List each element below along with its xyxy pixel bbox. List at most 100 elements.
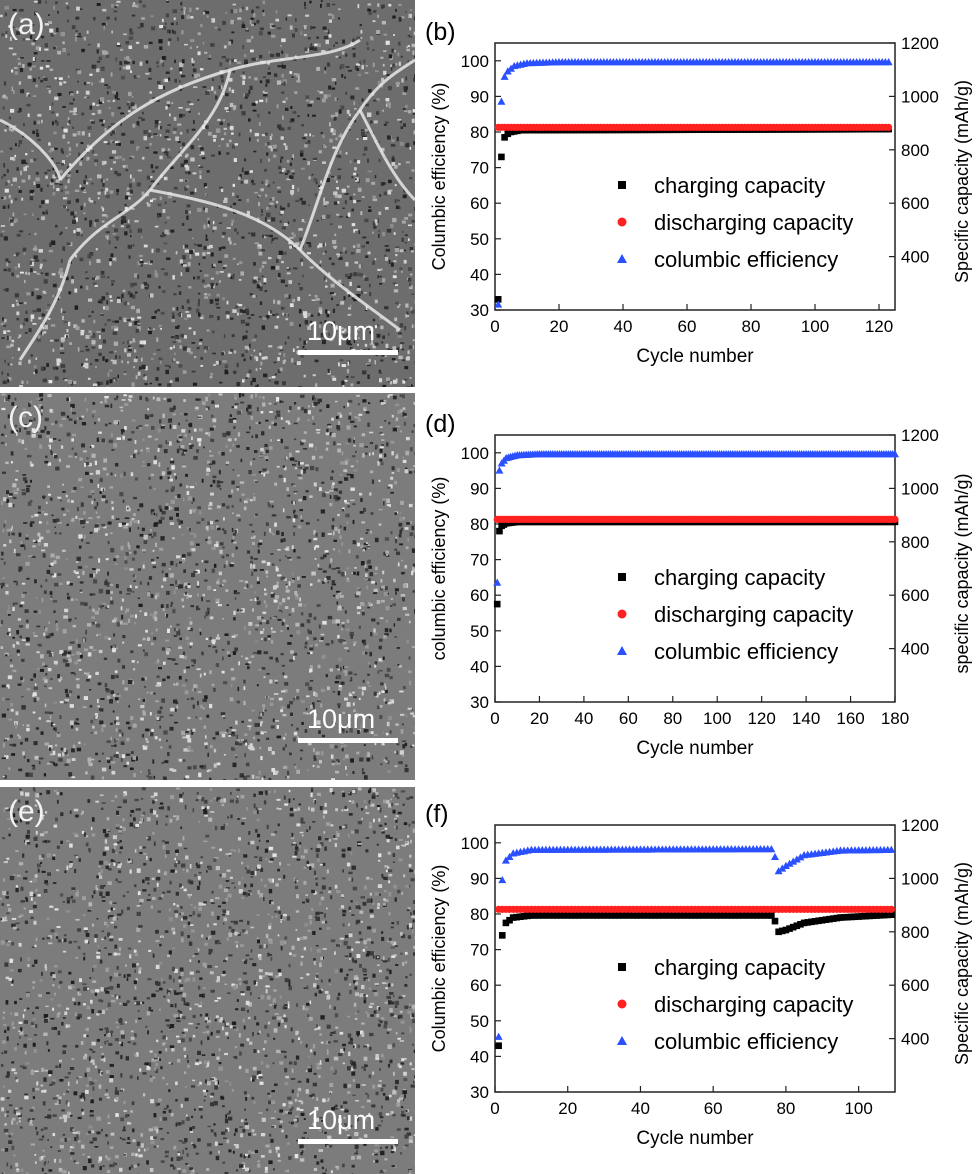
x-tick-label: 80 (663, 709, 682, 728)
data-point (760, 912, 768, 919)
data-point (677, 912, 684, 919)
series-charging-capacity (495, 911, 895, 1050)
y-tick-label-right: 400 (901, 640, 929, 659)
y-tick-label-right: 1000 (901, 87, 939, 106)
y-tick-label-left: 90 (470, 869, 489, 888)
data-point (768, 912, 775, 919)
data-point (887, 845, 896, 853)
data-point (626, 912, 633, 919)
scale-bar-c (298, 738, 398, 743)
data-point (538, 912, 546, 919)
cycling-chart-b: 0 20 40 60 80 100 120 30 40 50 60 70 80 90 100 400 600 80… (425, 18, 972, 367)
sem-crack (58, 38, 361, 181)
y-axis-label-left: Columbic efficiency (%) (429, 83, 449, 271)
scale-label-e: 10μm (307, 1105, 376, 1135)
data-point (658, 912, 666, 919)
data-point (840, 914, 848, 921)
data-point (735, 912, 742, 919)
data-point (720, 912, 728, 919)
data-point (884, 911, 892, 919)
legend-marker (617, 254, 627, 263)
y-tick-label-left: 40 (470, 657, 489, 676)
y-tick-label-right: 400 (901, 248, 929, 267)
data-point (785, 859, 794, 867)
series-charging-capacity (493, 518, 899, 608)
data-point (771, 852, 779, 861)
scale-bar-a (298, 350, 398, 355)
x-axis-label: Cycle number (636, 738, 754, 759)
legend-marker (618, 181, 626, 189)
data-point (615, 912, 622, 919)
legend-marker (617, 609, 627, 619)
data-point (786, 925, 793, 932)
x-tick-label: 60 (704, 1099, 723, 1118)
data-point (869, 912, 877, 920)
y-tick-label-left: 30 (470, 693, 489, 712)
y-axis-label-left: Columbic efficiency (%) (429, 865, 449, 1053)
plot-frame (494, 42, 896, 311)
data-point (877, 912, 884, 919)
data-point (885, 123, 893, 131)
data-point (851, 913, 859, 921)
y-tick-label-left: 50 (470, 230, 489, 249)
data-point (578, 912, 586, 919)
data-point (496, 527, 503, 535)
data-point (517, 913, 524, 921)
cycling-chart-f: 0 20 40 60 80 100 30 40 50 60 70 80 90 100 400 600 800 10… (425, 800, 972, 1149)
data-point (680, 912, 688, 919)
data-point (815, 917, 822, 925)
data-point (589, 912, 597, 919)
data-point (822, 916, 830, 923)
y-tick-label-right: 1200 (901, 34, 939, 53)
data-point (800, 919, 808, 927)
data-point (782, 926, 790, 934)
legend-label: columbic efficiency (654, 247, 838, 272)
legend-label: discharging capacity (654, 602, 853, 627)
data-point (493, 600, 501, 608)
sem-image-e: (e) 10μm (0, 787, 415, 1174)
data-point (500, 72, 509, 80)
y-tick-label-right: 1200 (901, 816, 939, 835)
data-point (891, 515, 899, 523)
data-point (888, 911, 895, 919)
data-point (792, 855, 801, 863)
y-tick-label-left: 90 (470, 479, 489, 498)
data-point (778, 864, 787, 872)
data-point (731, 912, 739, 919)
data-point (764, 912, 772, 919)
data-point (724, 912, 732, 919)
data-point (568, 912, 575, 919)
legend-label: columbic efficiency (654, 1029, 838, 1054)
data-point (535, 912, 542, 919)
legend-label: charging capacity (654, 955, 825, 980)
x-tick-label: 40 (631, 1099, 650, 1118)
y-tick-label-right: 600 (901, 586, 929, 605)
sem-crack (298, 58, 415, 251)
data-point (549, 912, 557, 919)
data-point (493, 578, 502, 586)
data-point (702, 912, 710, 919)
data-point (502, 919, 510, 927)
data-point (767, 845, 776, 853)
data-point (742, 912, 750, 919)
data-point (695, 912, 702, 919)
data-point (757, 912, 764, 919)
y-tick-label-right: 600 (901, 976, 929, 995)
series-discharging-capacity (495, 905, 895, 913)
data-point (778, 927, 786, 935)
data-point (673, 912, 681, 919)
sem-label-e: (e) (8, 795, 45, 828)
panel-letter: (b) (425, 18, 456, 46)
data-point (774, 867, 783, 875)
y-tick-label-left: 40 (470, 1047, 489, 1066)
data-point (666, 912, 673, 919)
data-point (691, 912, 699, 919)
data-point (713, 912, 721, 919)
data-point (811, 917, 819, 925)
data-point (804, 919, 812, 926)
y-tick-label-left: 60 (470, 586, 489, 605)
x-tick-label: 80 (776, 1099, 795, 1118)
y-tick-label-right: 1000 (901, 869, 939, 888)
y-axis-label-right: Specific capacity (mAh/g) (952, 862, 972, 1065)
data-point (655, 912, 662, 919)
